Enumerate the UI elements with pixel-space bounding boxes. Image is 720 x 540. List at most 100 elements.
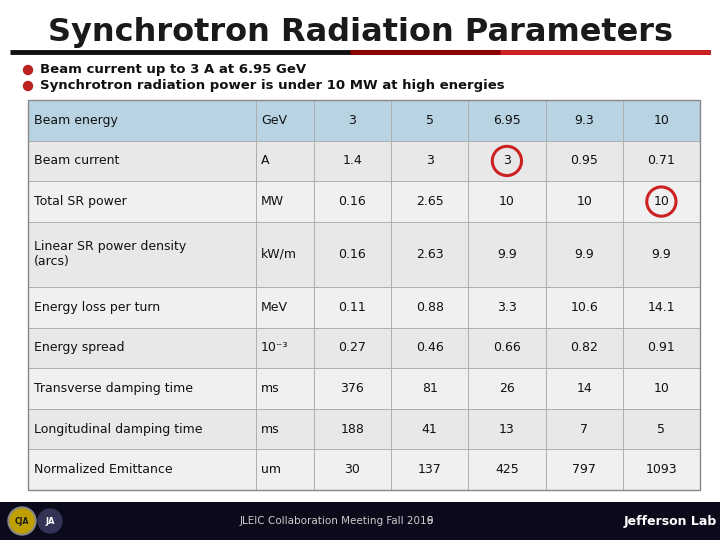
Text: 14: 14 <box>576 382 592 395</box>
Text: 81: 81 <box>422 382 438 395</box>
Text: 9.9: 9.9 <box>575 248 594 261</box>
Bar <box>256 222 314 287</box>
Bar <box>314 222 391 287</box>
Text: A: A <box>261 154 269 167</box>
Bar <box>468 100 546 140</box>
Text: 1.4: 1.4 <box>343 154 362 167</box>
Text: ms: ms <box>261 423 279 436</box>
Bar <box>468 409 546 449</box>
Text: 0.66: 0.66 <box>493 341 521 354</box>
Bar <box>391 222 468 287</box>
Text: Energy spread: Energy spread <box>34 341 125 354</box>
Text: 13: 13 <box>499 423 515 436</box>
Bar <box>391 100 468 140</box>
Text: 2.63: 2.63 <box>416 248 444 261</box>
Bar <box>623 287 700 327</box>
Bar <box>256 287 314 327</box>
Text: 1093: 1093 <box>646 463 678 476</box>
Text: 376: 376 <box>341 382 364 395</box>
Text: CJA: CJA <box>15 516 30 525</box>
Text: 0.88: 0.88 <box>415 301 444 314</box>
Bar <box>314 449 391 490</box>
Text: 137: 137 <box>418 463 441 476</box>
Bar <box>314 100 391 140</box>
Bar <box>256 368 314 409</box>
Bar <box>256 100 314 140</box>
Text: 9.3: 9.3 <box>575 114 594 127</box>
Bar <box>546 100 623 140</box>
Bar <box>28 287 256 327</box>
Bar <box>28 222 256 287</box>
Text: 0.16: 0.16 <box>338 195 366 208</box>
Text: 10: 10 <box>654 382 670 395</box>
Bar <box>28 100 700 490</box>
Bar <box>623 222 700 287</box>
Bar <box>546 140 623 181</box>
Text: 0.91: 0.91 <box>647 341 675 354</box>
Bar <box>546 368 623 409</box>
Text: 9.9: 9.9 <box>652 248 671 261</box>
Text: 797: 797 <box>572 463 596 476</box>
Text: 2.65: 2.65 <box>415 195 444 208</box>
Text: Synchrotron Radiation Parameters: Synchrotron Radiation Parameters <box>48 17 672 48</box>
Text: Beam energy: Beam energy <box>34 114 118 127</box>
Bar <box>468 222 546 287</box>
Bar <box>546 327 623 368</box>
Bar <box>314 287 391 327</box>
Bar <box>391 368 468 409</box>
Bar <box>468 327 546 368</box>
Text: 9.9: 9.9 <box>497 248 517 261</box>
Text: Synchrotron radiation power is under 10 MW at high energies: Synchrotron radiation power is under 10 … <box>40 79 505 92</box>
Bar <box>468 140 546 181</box>
Bar <box>623 409 700 449</box>
Text: 425: 425 <box>495 463 519 476</box>
Bar <box>391 287 468 327</box>
Text: 0.27: 0.27 <box>338 341 366 354</box>
Bar <box>623 100 700 140</box>
Text: 5: 5 <box>426 114 433 127</box>
Bar <box>468 368 546 409</box>
Text: 6.95: 6.95 <box>493 114 521 127</box>
Text: ms: ms <box>261 382 279 395</box>
Text: JA: JA <box>45 516 55 525</box>
Bar <box>314 327 391 368</box>
Text: 30: 30 <box>344 463 360 476</box>
Text: 10⁻³: 10⁻³ <box>261 341 289 354</box>
Bar <box>256 327 314 368</box>
Text: Linear SR power density
(arcs): Linear SR power density (arcs) <box>34 240 186 268</box>
Bar <box>468 181 546 222</box>
Bar <box>623 181 700 222</box>
Text: Energy loss per turn: Energy loss per turn <box>34 301 160 314</box>
Circle shape <box>8 507 36 535</box>
Text: 26: 26 <box>499 382 515 395</box>
Text: Total SR power: Total SR power <box>34 195 127 208</box>
Bar <box>314 181 391 222</box>
Bar <box>546 449 623 490</box>
Bar <box>391 327 468 368</box>
Bar <box>314 140 391 181</box>
Text: 14.1: 14.1 <box>647 301 675 314</box>
Circle shape <box>10 509 34 533</box>
Text: MeV: MeV <box>261 301 288 314</box>
Text: kW/m: kW/m <box>261 248 297 261</box>
Bar <box>546 287 623 327</box>
Bar <box>28 449 256 490</box>
Text: 0.82: 0.82 <box>570 341 598 354</box>
Circle shape <box>24 82 32 91</box>
Text: 0.95: 0.95 <box>570 154 598 167</box>
Text: 0.71: 0.71 <box>647 154 675 167</box>
Bar <box>28 100 256 140</box>
Bar <box>623 140 700 181</box>
Text: 5: 5 <box>657 423 665 436</box>
Text: Jefferson Lab: Jefferson Lab <box>624 515 716 528</box>
Text: 3: 3 <box>503 154 510 167</box>
Text: 3: 3 <box>348 114 356 127</box>
Text: Normalized Emittance: Normalized Emittance <box>34 463 173 476</box>
Circle shape <box>24 65 32 75</box>
Bar <box>468 449 546 490</box>
Bar <box>28 181 256 222</box>
Bar <box>28 368 256 409</box>
Text: 41: 41 <box>422 423 438 436</box>
Text: Beam current: Beam current <box>34 154 120 167</box>
Bar <box>314 368 391 409</box>
